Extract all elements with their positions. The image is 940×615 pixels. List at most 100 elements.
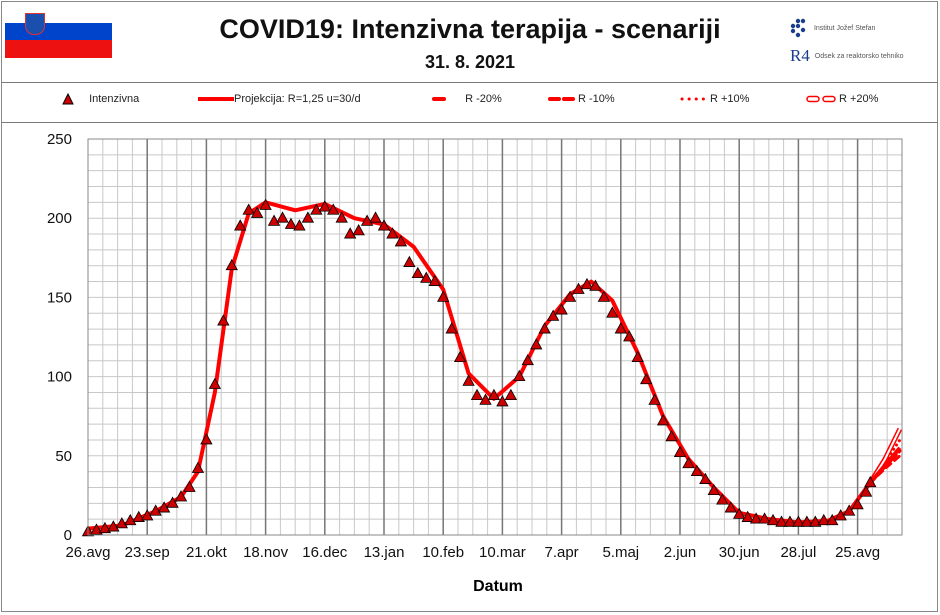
r4-mark: R4	[790, 46, 810, 65]
data-point-intenzivna	[267, 214, 281, 226]
data-point-intenzivna	[864, 475, 877, 488]
data-point-intenzivna	[859, 485, 873, 497]
data-point-intenzivna	[217, 314, 230, 326]
data-point-intenzivna	[623, 330, 636, 342]
data-point-intenzivna	[682, 456, 695, 469]
data-point-intenzivna	[724, 501, 737, 513]
r4-logo: R4 Odsek za reaktorsko tehniko	[790, 46, 904, 66]
ijs-dots-icon	[790, 18, 806, 38]
coat-of-arms-icon	[25, 13, 45, 35]
data-point-intenzivna	[656, 414, 670, 426]
x-tick-label: 10.feb	[422, 544, 464, 561]
data-point-intenzivna	[445, 322, 458, 334]
data-point-intenzivna	[716, 493, 729, 505]
x-tick-label: 7.apr	[544, 544, 578, 561]
data-point-intenzivna	[690, 464, 704, 477]
data-point-intenzivna	[360, 214, 374, 226]
x-tick-label: 23.sep	[125, 544, 170, 561]
data-point-intenzivna	[310, 203, 323, 215]
data-point-intenzivna	[555, 303, 568, 315]
chart-title: COVID19: Intenzivna terapija - scenariji	[219, 14, 721, 44]
ijs-logo: Institut Jožef Stefan	[790, 18, 875, 38]
chart-date: 31. 8. 2021	[424, 52, 516, 72]
data-point-intenzivna	[437, 290, 450, 302]
triangle-marker-icon	[62, 92, 74, 105]
legend: Intenzivna Projekcija: R=1,25 u=30/d R -…	[0, 89, 940, 111]
hollow-line-icon	[806, 95, 836, 103]
x-tick-label: 28.jul	[780, 544, 816, 561]
data-point-intenzivna	[107, 520, 120, 532]
legend-label: Intenzivna	[89, 93, 140, 105]
x-axis-title: Datum	[473, 578, 523, 595]
data-point-intenzivna	[851, 498, 864, 510]
data-point-intenzivna	[250, 206, 264, 218]
data-point-intenzivna	[403, 255, 416, 267]
data-point-intenzivna	[563, 290, 577, 302]
data-point-intenzivna	[369, 211, 382, 223]
x-tick-label: 13.jan	[364, 544, 405, 561]
data-point-intenzivna	[301, 211, 315, 223]
slovenia-flag	[5, 5, 112, 58]
legend-item-r-plus-20: R +20%	[805, 93, 878, 105]
legend-item-projekcija: Projekcija: R=1,25 u=30/d	[196, 93, 361, 105]
data-point-intenzivna	[377, 219, 391, 231]
data-point-intenzivna	[234, 219, 247, 231]
legend-label: R -20%	[465, 93, 502, 105]
long-dash-line-icon	[548, 97, 578, 102]
y-tick-label: 200	[47, 210, 72, 227]
x-tick-label: 30.jun	[719, 544, 760, 561]
data-point-intenzivna	[470, 388, 484, 401]
x-tick-label: 2.jun	[664, 544, 697, 561]
data-point-intenzivna	[733, 507, 746, 519]
data-point-intenzivna	[90, 523, 103, 535]
data-point-intenzivna	[513, 369, 526, 382]
data-point-intenzivna	[749, 512, 763, 524]
data-point-intenzivna	[343, 227, 357, 239]
data-point-intenzivna	[394, 235, 408, 247]
y-tick-label: 150	[47, 289, 72, 306]
r4-name: Odsek za reaktorsko tehniko	[814, 52, 904, 60]
data-point-intenzivna	[809, 515, 822, 527]
dotted-line-icon	[680, 97, 710, 101]
data-point-intenzivna	[174, 490, 188, 502]
data-point-intenzivna	[149, 504, 162, 516]
data-point-intenzivna	[487, 388, 501, 401]
ijs-name: Institut Jožef Stefan	[813, 24, 876, 32]
data-point-intenzivna	[817, 513, 830, 526]
data-point-intenzivna	[318, 200, 331, 212]
data-point-intenzivna	[504, 388, 518, 401]
data-point-intenzivna	[546, 309, 560, 321]
x-tick-label: 18.nov	[243, 544, 289, 561]
data-point-intenzivna	[758, 512, 771, 524]
data-point-intenzivna	[183, 480, 196, 492]
divider	[2, 82, 937, 83]
x-tick-label: 21.okt	[186, 544, 228, 561]
data-point-intenzivna	[665, 429, 678, 442]
data-point-intenzivna	[614, 322, 627, 334]
data-point-intenzivna	[707, 483, 721, 496]
plot-border	[87, 138, 903, 536]
data-point-intenzivna	[335, 211, 348, 223]
legend-item-r-plus-10: R +10%	[680, 93, 749, 105]
projection-line	[87, 200, 902, 531]
y-tick-label: 50	[55, 448, 72, 465]
legend-label: R +10%	[710, 93, 750, 105]
y-tick-label: 250	[47, 131, 72, 148]
y-tick-label: 0	[64, 527, 72, 544]
data-point-intenzivna	[259, 198, 272, 210]
data-point-intenzivna	[462, 374, 475, 386]
data-point-intenzivna	[792, 515, 805, 527]
y-tick-label: 100	[47, 369, 72, 386]
data-point-intenzivna	[639, 372, 653, 385]
divider	[2, 122, 937, 123]
data-point-intenzivna	[775, 515, 788, 527]
data-point-intenzivna	[631, 350, 644, 362]
data-point-intenzivna	[496, 395, 509, 407]
data-point-intenzivna	[98, 521, 112, 534]
legend-item-r-minus-10: R -10%	[548, 93, 615, 105]
legend-label: Projekcija: R=1,25 u=30/d	[234, 93, 361, 105]
data-point-intenzivna	[606, 306, 619, 318]
data-point-intenzivna	[284, 217, 298, 229]
data-point-intenzivna	[200, 433, 213, 445]
data-point-intenzivna	[411, 266, 425, 279]
